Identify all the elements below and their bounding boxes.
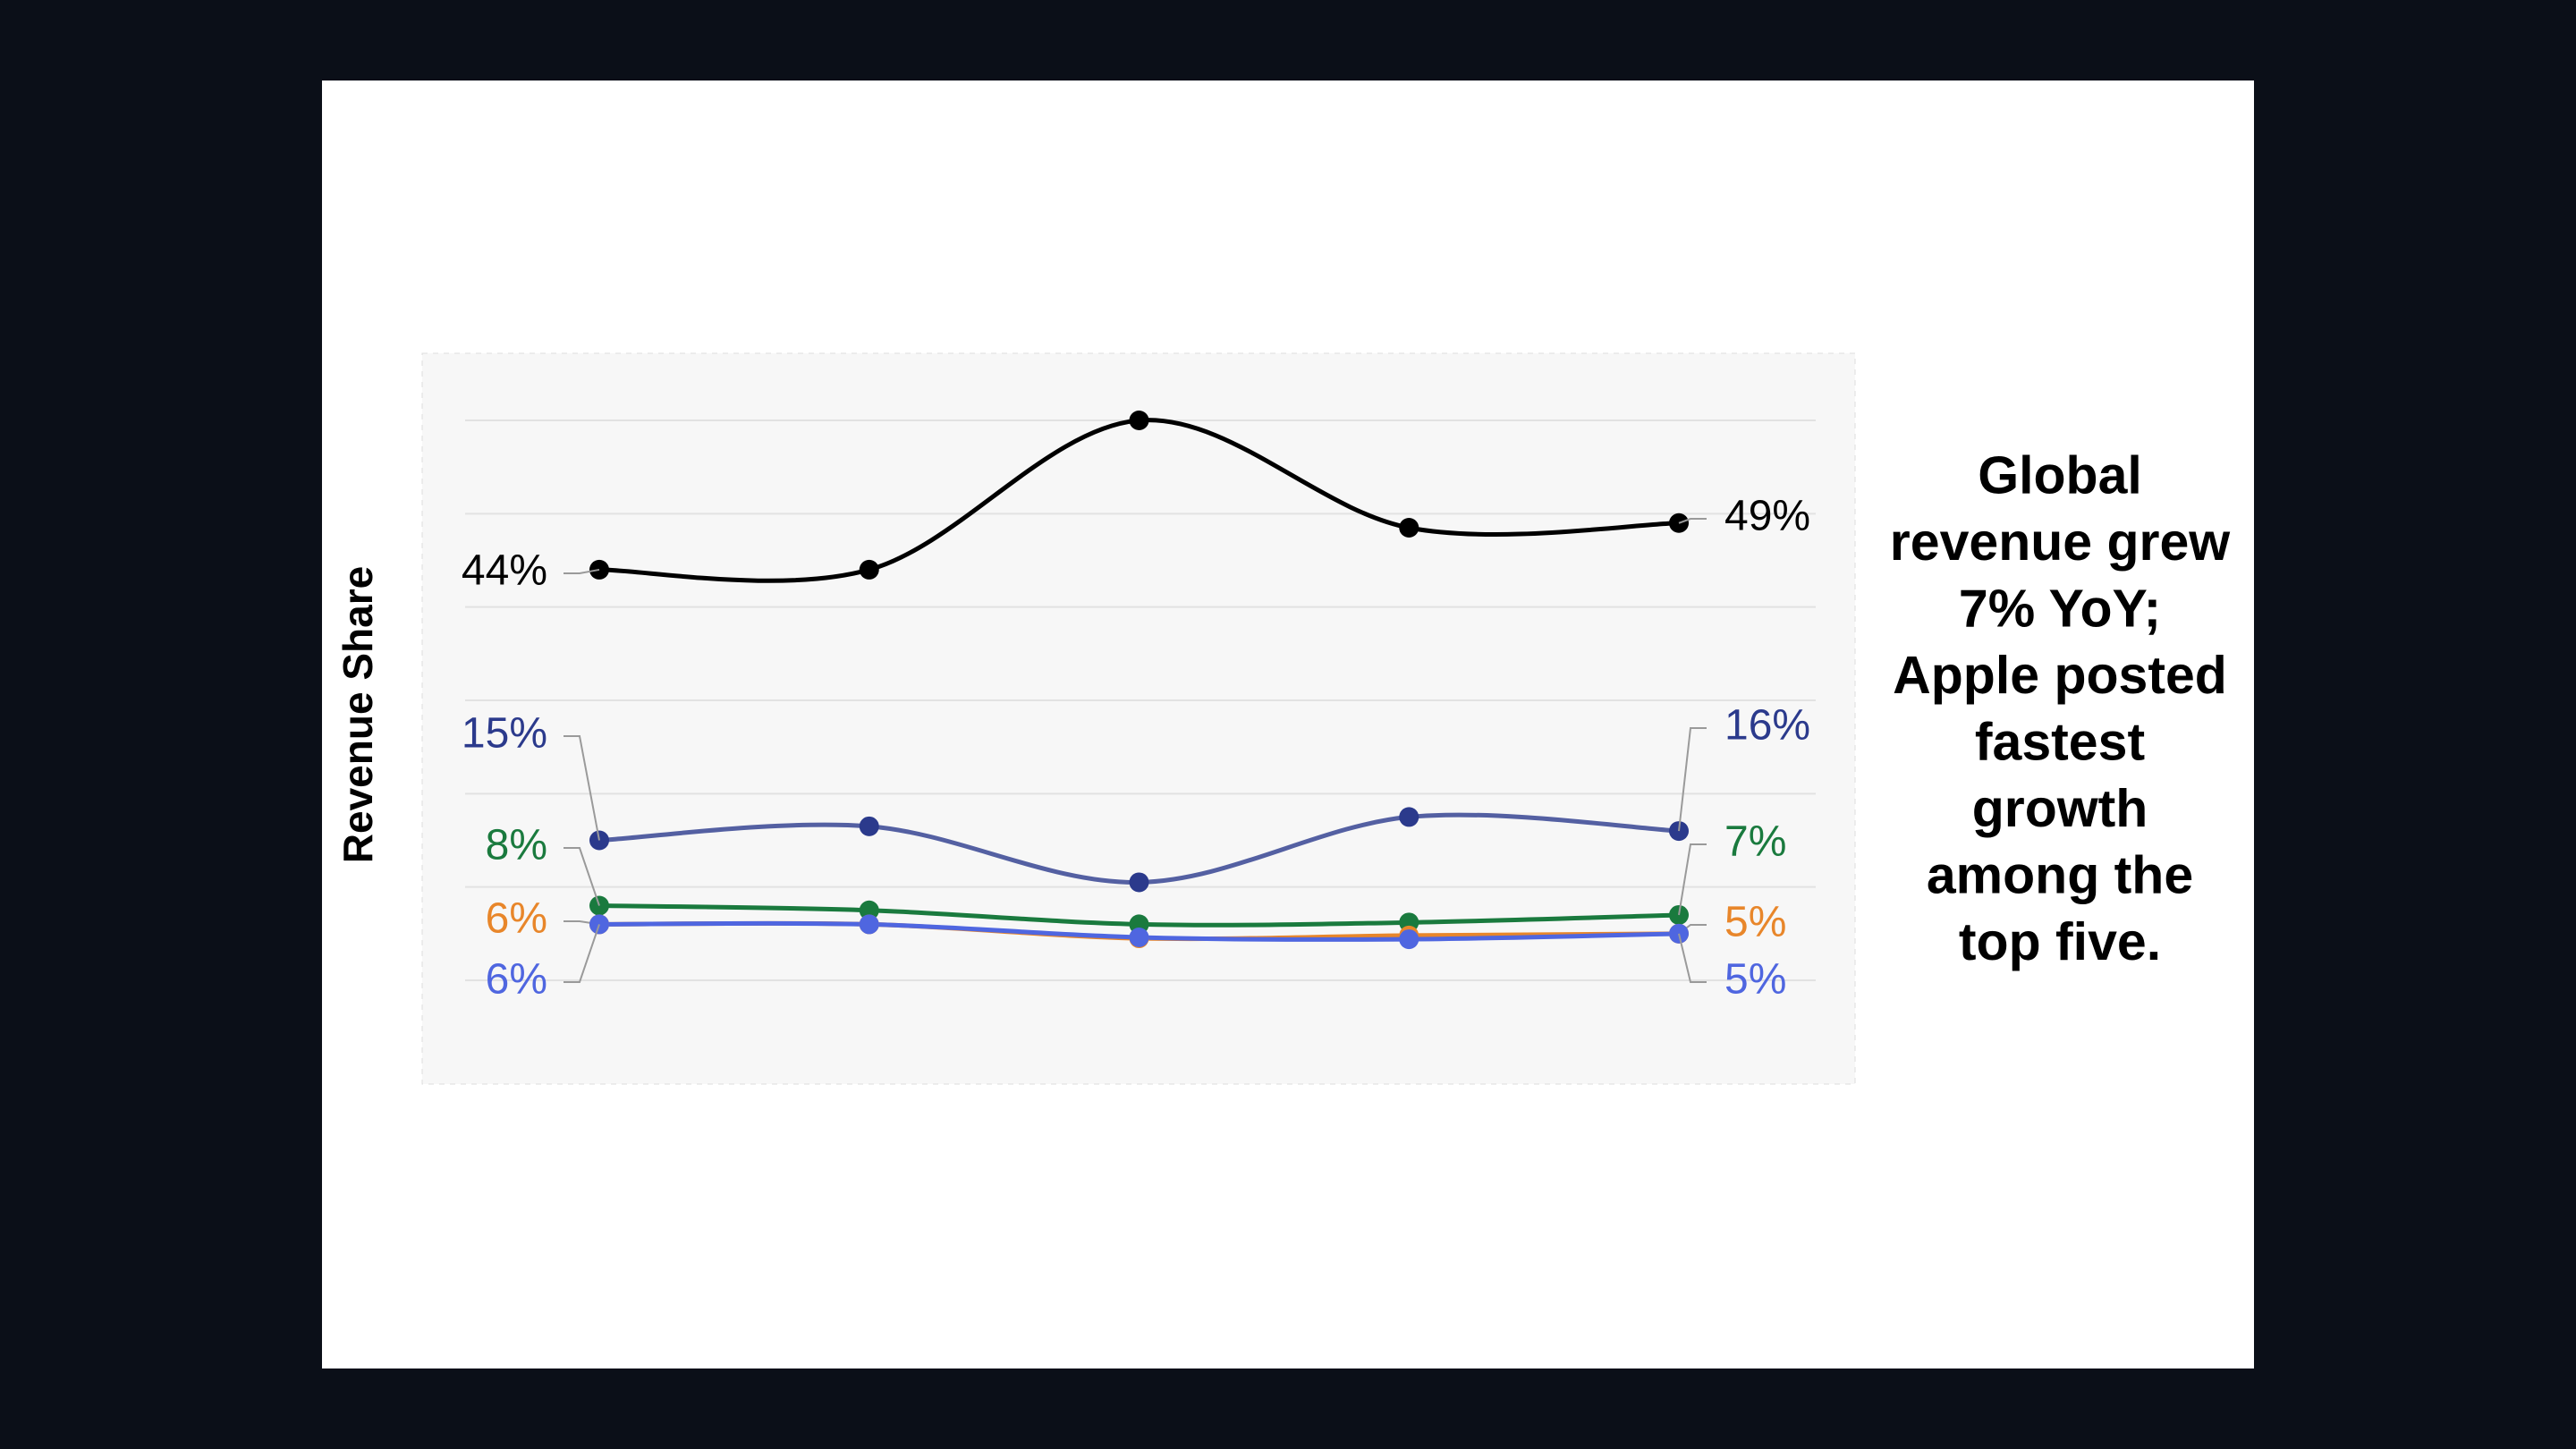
value-label: 8% <box>486 822 547 869</box>
data-point <box>859 816 879 836</box>
data-point <box>859 914 879 935</box>
data-point <box>1129 872 1149 893</box>
data-point <box>1129 928 1149 948</box>
value-label: 15% <box>462 710 547 758</box>
annotation-line: Global <box>1978 446 2142 505</box>
leader-line <box>1678 843 1707 916</box>
annotation-line: Apple posted <box>1893 646 2227 705</box>
data-point <box>1399 929 1419 950</box>
annotation-line: top five. <box>1959 912 2161 971</box>
data-point <box>1399 807 1419 827</box>
leader-line <box>564 847 600 906</box>
leader-line <box>564 735 600 841</box>
value-label: 16% <box>1724 702 1810 750</box>
annotation-line: fastest <box>1975 713 2145 772</box>
annotation-line: among the <box>1927 846 2193 905</box>
value-label: 5% <box>1724 899 1786 946</box>
value-label: 7% <box>1724 818 1786 866</box>
y-axis-label: Revenue Share <box>335 566 381 863</box>
annotation-line: growth <box>1972 779 2148 838</box>
leader-line <box>564 568 600 574</box>
data-point <box>859 559 879 580</box>
value-label: 6% <box>486 956 547 1004</box>
data-point <box>1399 517 1419 538</box>
leader-line <box>1678 727 1707 832</box>
value-label: 6% <box>486 895 547 943</box>
plot-area <box>421 352 1856 1085</box>
value-label: 44% <box>462 547 547 595</box>
leader-line <box>564 924 600 983</box>
value-label: 5% <box>1724 956 1786 1004</box>
annotation-line: revenue grew <box>1890 513 2230 572</box>
leader-line <box>1678 518 1707 524</box>
value-label: 49% <box>1724 493 1810 540</box>
annotation-line: 7% YoY; <box>1959 580 2161 639</box>
data-point <box>859 900 879 920</box>
leader-line <box>1678 933 1707 983</box>
data-point <box>1129 411 1149 430</box>
